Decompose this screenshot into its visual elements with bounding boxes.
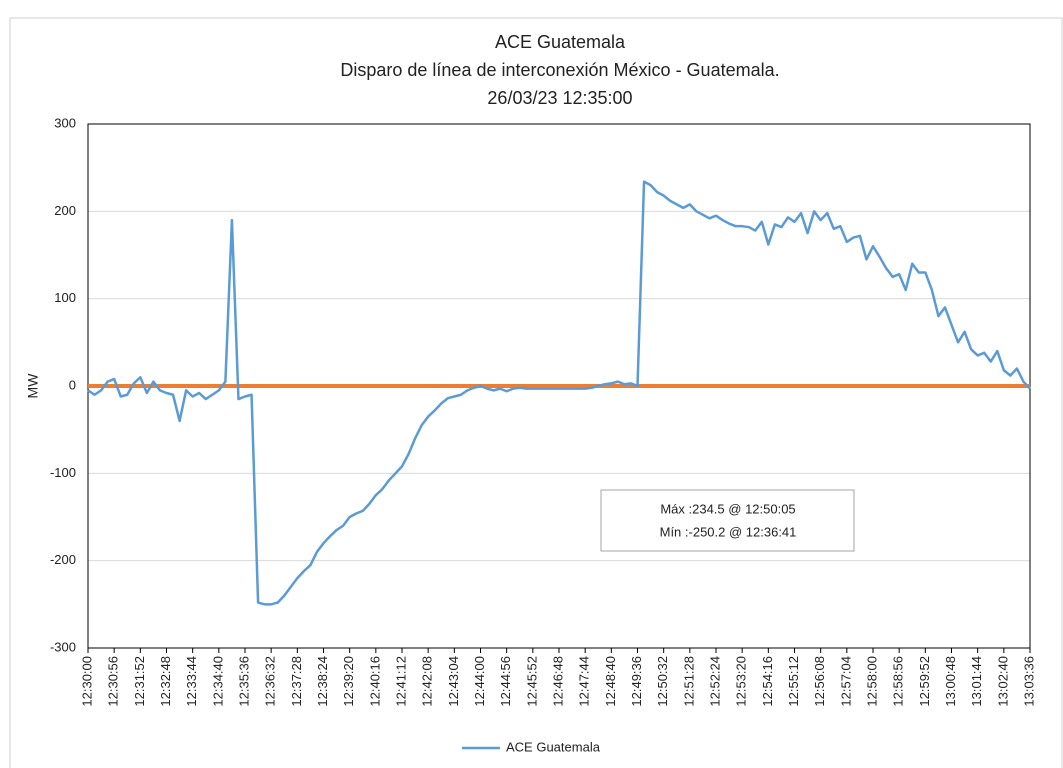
x-tick-label: 13:01:44 [969,656,984,707]
y-tick-label: -300 [50,639,76,654]
x-tick-label: 12:33:44 [184,656,199,707]
x-tick-label: 12:41:12 [393,656,408,707]
x-tick-label: 12:51:28 [681,656,696,707]
chart-subtitle: Disparo de línea de interconexión México… [340,60,779,80]
y-axis-label: MW [25,373,41,399]
x-tick-label: 12:56:08 [812,656,827,707]
y-tick-label: 100 [54,290,76,305]
x-tick-label: 12:31:52 [132,656,147,707]
x-tick-label: 12:40:16 [367,656,382,707]
x-tick-label: 12:45:52 [524,656,539,707]
x-tick-label: 12:46:48 [550,656,565,707]
y-tick-label: -200 [50,552,76,567]
chart-title: ACE Guatemala [495,32,626,52]
x-tick-label: 12:42:08 [420,656,435,707]
x-tick-label: 12:32:48 [158,656,173,707]
data-line [87,180,1031,606]
x-tick-label: 12:50:32 [655,656,670,707]
x-tick-label: 12:49:36 [629,656,644,707]
annotation: Mín :-250.2 @ 12:36:41 [660,524,797,539]
x-tick-label: 12:36:32 [263,656,278,707]
x-tick-label: 13:00:48 [943,656,958,707]
x-tick-label: 12:52:24 [707,656,722,707]
x-tick-label: 12:58:56 [891,656,906,707]
x-tick-label: 12:37:28 [289,656,304,707]
x-tick-label: 12:38:24 [315,656,330,707]
x-tick-label: 12:34:40 [210,656,225,707]
x-tick-label: 12:57:04 [838,656,853,707]
y-tick-label: 200 [54,203,76,218]
y-tick-label: 300 [54,115,76,130]
chart-date: 26/03/23 12:35:00 [487,88,632,108]
x-tick-label: 12:44:56 [498,656,513,707]
annotation: Máx :234.5 @ 12:50:05 [660,501,795,516]
x-tick-label: 12:35:36 [236,656,251,707]
x-tick-label: 12:48:40 [603,656,618,707]
x-tick-label: 12:39:20 [341,656,356,707]
y-tick-label: 0 [69,377,76,392]
x-tick-label: 13:03:36 [1021,656,1036,707]
x-tick-label: 13:02:40 [995,656,1010,707]
y-tick-label: -100 [50,465,76,480]
x-tick-label: 12:30:00 [79,656,94,707]
x-tick-label: 12:59:52 [917,656,932,707]
x-tick-label: 12:58:00 [864,656,879,707]
x-tick-label: 12:55:12 [786,656,801,707]
x-tick-label: 12:53:20 [734,656,749,707]
x-tick-label: 12:43:04 [446,656,461,707]
x-tick-label: 12:54:16 [760,656,775,707]
x-tick-label: 12:30:56 [106,656,121,707]
x-tick-label: 12:44:00 [472,656,487,707]
annotation-box [600,489,855,552]
x-tick-label: 12:47:44 [577,656,592,707]
legend-label: ACE Guatemala [506,739,601,754]
